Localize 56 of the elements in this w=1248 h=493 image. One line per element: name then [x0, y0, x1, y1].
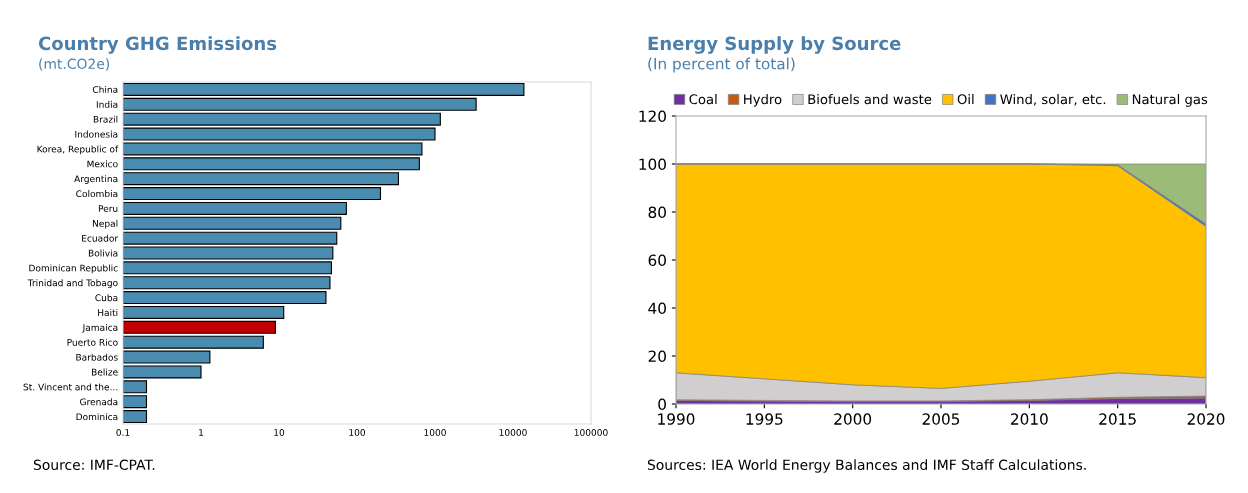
y-tick-label: Grenada: [80, 398, 118, 406]
y-tick-label: Peru: [98, 205, 118, 212]
y-tick-label: 80: [648, 206, 666, 219]
y-tick-label: Haiti: [98, 309, 118, 317]
legend-label: Biofuels and waste: [808, 93, 932, 105]
legend-label: Hydro: [744, 93, 782, 107]
chart-title: Country GHG Emissions: [38, 36, 277, 54]
y-tick-label: Mexico: [87, 160, 118, 168]
y-tick-label: Ecuador: [82, 234, 119, 242]
y-tick-label: 0: [658, 398, 666, 411]
x-tick-label: 1990: [658, 413, 695, 425]
y-tick-label: Cuba: [95, 294, 118, 302]
x-tick-label: 2005: [922, 413, 960, 425]
y-tick-label: 100: [639, 158, 666, 171]
y-tick-label: 120: [639, 110, 666, 123]
source-note: Source: IMF-CPAT.: [33, 459, 155, 471]
x-tick-label: 1995: [746, 413, 783, 425]
y-tick-label: Korea, Republic of: [37, 145, 119, 155]
y-tick-label: Belize: [91, 368, 118, 376]
y-tick-label: Trinidad and Tobago: [27, 279, 118, 289]
y-tick-label: 20: [648, 350, 666, 363]
x-tick-label: 2020: [1187, 413, 1225, 425]
y-tick-label: Indonesia: [75, 130, 118, 138]
x-tick-label: 2000: [834, 413, 872, 425]
x-tick-label: 100: [349, 429, 366, 436]
legend-label: Wind, solar, etc.: [1000, 93, 1106, 106]
y-tick-label: 60: [648, 254, 666, 267]
chart-subtitle: (mt.CO2e): [39, 58, 110, 71]
chart-subtitle: (In percent of total): [648, 57, 795, 73]
y-tick-label: Bolivia: [88, 249, 118, 257]
y-tick-label: Nepal: [92, 219, 118, 229]
legend-label: Oil: [957, 93, 974, 105]
y-tick-label: 40: [648, 302, 666, 315]
source-note: Sources: IEA World Energy Balances and IMF Staff Calculations.: [647, 459, 1086, 473]
x-tick-label: 10000: [499, 429, 527, 436]
x-tick-label: 0.1: [116, 429, 130, 436]
x-tick-label: 2015: [1099, 413, 1136, 425]
y-tick-label: Colombia: [76, 190, 118, 198]
y-tick-label: Dominica: [76, 413, 118, 421]
y-tick-label: Brazil: [93, 115, 118, 123]
chart-title: Energy Supply by Source: [648, 36, 901, 54]
y-tick-label: St. Vincent and the...: [23, 383, 118, 391]
y-tick-label: Argentina: [74, 175, 118, 184]
legend-label: Coal: [689, 93, 717, 105]
y-tick-label: India: [96, 100, 118, 108]
x-tick-label: 2010: [1011, 413, 1048, 425]
x-tick-label: 1: [199, 429, 204, 436]
y-tick-label: China: [92, 86, 118, 93]
y-tick-label: Puerto Rico: [67, 338, 118, 346]
x-tick-label: 10: [274, 429, 285, 436]
x-tick-label: 1000: [424, 429, 446, 436]
y-tick-label: Jamaica: [82, 323, 118, 333]
legend-label: Natural gas: [1132, 93, 1208, 107]
x-tick-label: 100000: [574, 429, 608, 436]
y-tick-label: Dominican Republic: [29, 264, 118, 274]
y-tick-label: Barbados: [76, 353, 118, 361]
